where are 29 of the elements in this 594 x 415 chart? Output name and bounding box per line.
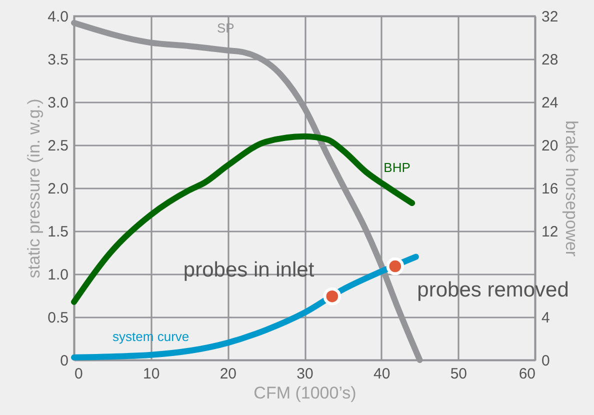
- y2-tick-label: 32: [542, 8, 558, 26]
- y-tick-label: 2.5: [48, 138, 68, 154]
- x-tick-label: 40: [373, 366, 390, 382]
- y2-tick-label: 0: [542, 352, 550, 370]
- x-tick-label: 30: [296, 366, 314, 382]
- y-tick-label: 3.0: [48, 94, 68, 112]
- series-label: system curve: [112, 328, 190, 344]
- x-tick-label: 60: [518, 366, 536, 382]
- y-tick-label: 4.0: [48, 8, 68, 26]
- x-tick-label: 0: [74, 366, 83, 382]
- y2-tick-label: 16: [542, 180, 558, 198]
- y-tick-label: 2.0: [48, 180, 68, 198]
- x-axis-title: CFM (1000’s): [254, 384, 356, 402]
- y2-tick-label: 24: [542, 94, 558, 112]
- y2-tick-label: 28: [542, 52, 558, 68]
- y-tick-label: 1.5: [48, 224, 68, 240]
- y2-axis-title: brake horsepower: [562, 120, 582, 257]
- x-tick-label: 20: [220, 366, 237, 382]
- y-tick-label: 0: [60, 352, 68, 370]
- y2-tick-label: 20: [542, 138, 558, 154]
- y-tick-label: 0.5: [48, 310, 68, 326]
- y-tick-label: 1.0: [48, 266, 68, 284]
- series-label: BHP: [384, 160, 410, 175]
- y-tick-label: 3.5: [48, 52, 68, 68]
- y-axis-title: static pressure (in. w.g.): [24, 98, 44, 278]
- y2-tick-label: 4: [542, 310, 550, 326]
- y2-tick-label: 12: [542, 224, 558, 240]
- x-tick-label: 50: [450, 366, 468, 382]
- x-tick-label: 10: [142, 366, 160, 382]
